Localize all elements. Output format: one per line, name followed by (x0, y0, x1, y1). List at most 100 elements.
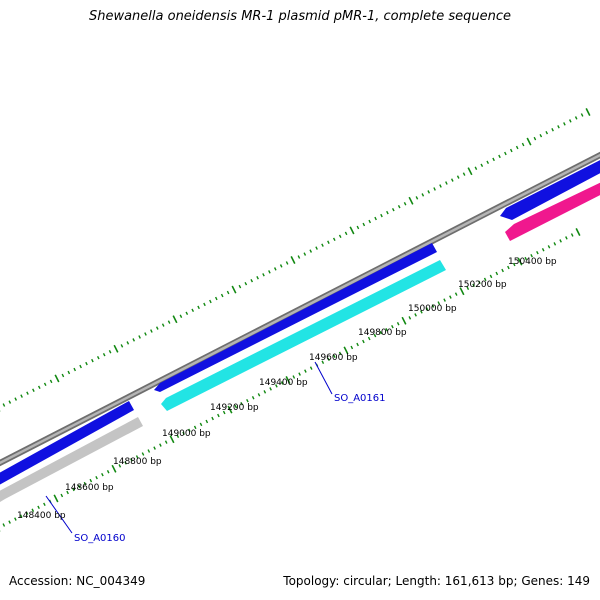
inner-tick-100 (575, 228, 581, 236)
outer-tick-53 (309, 249, 313, 253)
inner-tick-4 (19, 514, 23, 518)
outer-tick-42 (244, 281, 248, 286)
outer-tick-19 (108, 349, 112, 354)
inner-tick-41 (234, 404, 238, 409)
outer-tick-73 (427, 190, 431, 194)
outer-tick-77 (450, 178, 454, 182)
scale-ticks (0, 108, 591, 532)
inner-tick-31 (176, 434, 180, 439)
outer-tick-63 (368, 219, 372, 224)
inner-tick-46 (263, 390, 267, 394)
inner-tick-81 (466, 286, 470, 291)
inner-tick-90 (517, 257, 523, 266)
outer-tick-15 (85, 361, 88, 366)
outer-tick-39 (226, 290, 230, 295)
outer-tick-4 (20, 394, 23, 398)
leader-line-so-a0160 (45, 495, 73, 534)
outer-tick-67 (391, 207, 395, 212)
gene-forward-1[interactable] (0, 401, 134, 490)
inner-tick-42 (240, 401, 243, 406)
outer-tick-28 (161, 323, 165, 327)
inner-tick-52 (298, 372, 301, 376)
inner-tick-58 (333, 354, 336, 359)
inner-tick-51 (292, 375, 296, 379)
outer-tick-47 (273, 267, 277, 271)
inner-tick-70 (401, 316, 407, 325)
outer-tick-93 (545, 130, 549, 135)
outer-tick-41 (238, 284, 242, 289)
outer-tick-31 (179, 314, 183, 319)
tick-label-148800: 148800 bp (113, 457, 162, 467)
inner-tick-85 (489, 274, 493, 279)
outer-tick-52 (303, 252, 307, 256)
inner-tick-61 (350, 345, 354, 350)
outer-tick-62 (362, 222, 366, 227)
inner-tick-69 (396, 321, 400, 326)
outer-tick-25 (144, 332, 147, 336)
outer-tick-9 (49, 379, 53, 384)
outer-tick-88 (515, 145, 519, 150)
outer-tick-83 (486, 160, 490, 165)
gene-reverse-gray[interactable] (0, 417, 143, 508)
gene-forward-3[interactable] (500, 155, 600, 220)
outer-tick-87 (509, 148, 513, 153)
inner-tick-68 (391, 324, 394, 329)
gene-label-so-a0161[interactable]: SO_A0161 (334, 393, 386, 404)
tick-label-149200: 149200 bp (210, 403, 259, 413)
inner-tick-53 (304, 369, 307, 373)
inner-tick-87 (501, 268, 504, 273)
outer-tick-21 (120, 344, 124, 348)
outer-tick-34 (197, 305, 200, 310)
outer-tick-10 (54, 374, 60, 383)
tick-label-150000: 150000 bp (408, 304, 457, 314)
inner-tick-24 (135, 455, 139, 459)
outer-tick-5 (26, 391, 29, 395)
outer-tick-14 (79, 364, 82, 369)
outer-tick-55 (321, 243, 324, 247)
inner-tick-56 (321, 360, 325, 365)
inner-tick-67 (385, 327, 388, 332)
inner-tick-76 (437, 301, 441, 305)
inner-tick-95 (547, 245, 551, 249)
inner-tick-33 (188, 428, 191, 433)
gene-reverse-pink[interactable] (505, 178, 600, 241)
inner-tick-96 (553, 242, 557, 246)
inner-tick-75 (431, 304, 435, 308)
outer-tick-32 (185, 311, 189, 316)
outer-tick-35 (203, 302, 206, 307)
inner-tick-60 (343, 346, 349, 355)
inner-tick-73 (420, 310, 423, 314)
inner-tick-16 (89, 478, 93, 483)
gene-reverse-cyan[interactable] (161, 260, 446, 411)
inner-tick-26 (147, 449, 151, 453)
gene-label-so-a0160[interactable]: SO_A0160 (74, 533, 126, 544)
tick-label-149600: 149600 bp (309, 353, 358, 363)
inner-tick-30 (169, 435, 175, 444)
inner-tick-79 (454, 292, 458, 296)
gene-forward-2[interactable] (154, 243, 437, 392)
map-title: Shewanella oneidensis MR-1 plasmid pMR-1… (88, 9, 512, 24)
outer-tick-59 (344, 231, 348, 236)
outer-tick-85 (498, 154, 501, 159)
inner-tick-65 (373, 333, 377, 338)
inner-tick-40 (227, 405, 233, 414)
inner-tick-20 (111, 464, 117, 473)
outer-tick-69 (403, 201, 407, 206)
inner-tick-59 (338, 351, 342, 356)
outer-tick-91 (533, 136, 537, 141)
inner-tick-12 (66, 490, 69, 495)
outer-tick-66 (386, 210, 389, 215)
inner-tick-82 (472, 283, 475, 288)
inner-tick-37 (211, 416, 214, 421)
topology-stats-text: Topology: circular; Length: 161,613 bp; … (283, 574, 590, 588)
outer-tick-16 (91, 358, 94, 363)
inner-tick-36 (205, 419, 209, 424)
outer-tick-24 (138, 335, 141, 339)
outer-tick-37 (214, 296, 218, 301)
outer-tick-45 (262, 273, 265, 277)
outer-tick-75 (439, 184, 442, 188)
inner-tick-5 (25, 511, 29, 515)
inner-tick-6 (31, 508, 35, 513)
tick-label-148600: 148600 bp (65, 483, 114, 493)
inner-tick-89 (512, 262, 516, 267)
